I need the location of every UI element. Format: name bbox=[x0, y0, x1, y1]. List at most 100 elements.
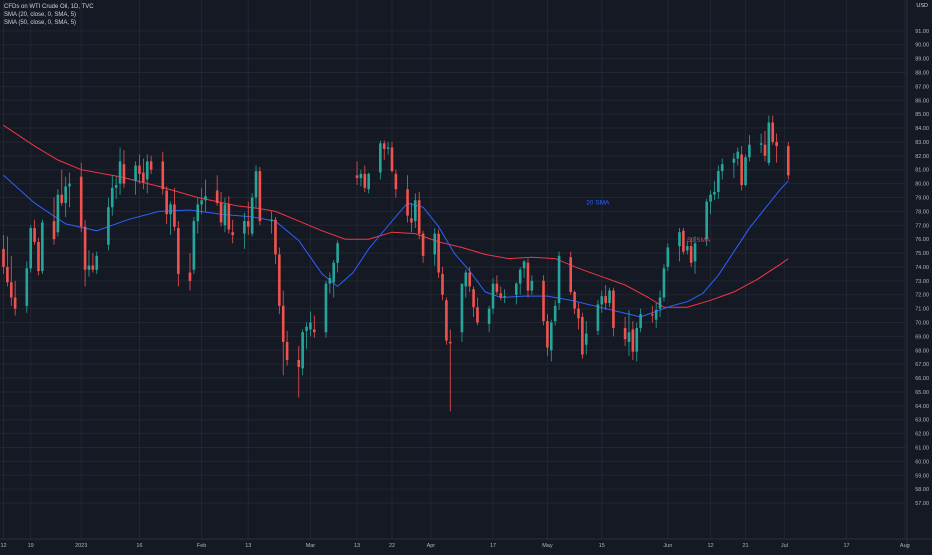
candle-body bbox=[654, 310, 658, 320]
candle-body bbox=[386, 147, 390, 149]
candle-down bbox=[9, 255, 13, 306]
candle-up bbox=[56, 189, 60, 237]
price-axis[interactable]: 91.00 90.00 89.00 88.00 87.00 86.00 85.00 84.00… bbox=[915, 29, 929, 507]
candle-up bbox=[464, 269, 468, 298]
candle-body bbox=[281, 305, 285, 342]
candle-down bbox=[83, 219, 87, 287]
candle-up bbox=[196, 197, 200, 234]
candle-body bbox=[530, 280, 534, 291]
candle-down bbox=[472, 286, 475, 317]
candle-up bbox=[145, 154, 149, 194]
candle-body bbox=[83, 226, 87, 270]
y-tick-label: 86.00 bbox=[915, 98, 929, 104]
candle-body bbox=[732, 158, 736, 163]
candle-up bbox=[134, 161, 137, 195]
candle-body bbox=[658, 297, 662, 309]
candle-up bbox=[549, 319, 553, 362]
y-tick-label: 91.00 bbox=[915, 29, 929, 35]
x-tick-label: 12 bbox=[708, 543, 714, 549]
candle-body bbox=[573, 291, 576, 309]
candle-body bbox=[693, 243, 697, 262]
candle-body bbox=[549, 322, 553, 351]
candle-up bbox=[460, 283, 464, 342]
x-tick-label: Apr bbox=[427, 543, 436, 549]
candle-body bbox=[250, 197, 254, 234]
candle-body bbox=[499, 293, 503, 298]
candle-down bbox=[682, 228, 685, 255]
legend-symbol[interactable]: CFDs on WTI Crude Oil, 1D, TVC bbox=[4, 4, 94, 10]
candle-down bbox=[763, 130, 767, 162]
candle-up bbox=[685, 240, 689, 255]
candle-body bbox=[204, 196, 207, 201]
candle-body bbox=[328, 278, 332, 284]
candle-down bbox=[227, 196, 231, 234]
time-axis[interactable]: 12 19 2023 16 Feb 13 Mar 13 22 Apr 17 May 15 Jun 12 21 J… bbox=[0, 543, 932, 549]
candle-body bbox=[246, 221, 250, 227]
candle-up bbox=[584, 321, 588, 355]
candle-body bbox=[662, 268, 666, 298]
candle-body bbox=[64, 186, 67, 204]
candle-up bbox=[204, 179, 207, 212]
candle-down bbox=[771, 115, 775, 145]
x-tick-label: 12 bbox=[0, 543, 6, 549]
candle-up bbox=[515, 282, 518, 305]
candle-down bbox=[448, 329, 452, 412]
candle-body bbox=[627, 332, 631, 342]
candle-body bbox=[301, 332, 304, 369]
candle-down bbox=[2, 235, 5, 274]
candle-down bbox=[581, 312, 584, 359]
y-tick-label: 66.00 bbox=[915, 376, 929, 382]
candle-up bbox=[68, 172, 71, 208]
y-tick-label: 64.00 bbox=[915, 404, 929, 410]
x-tick-label: 13 bbox=[245, 543, 251, 549]
candle-up bbox=[705, 198, 708, 247]
candle-body bbox=[107, 207, 110, 245]
candle-body bbox=[6, 266, 9, 283]
y-tick-label: 67.00 bbox=[915, 362, 929, 368]
legend-sma20[interactable]: SMA (20, close, 0, SMA, 5) bbox=[4, 12, 77, 18]
candle-up bbox=[359, 169, 363, 187]
candle-body bbox=[367, 173, 370, 190]
candle-up bbox=[87, 250, 91, 277]
y-tick-label: 72.00 bbox=[915, 293, 929, 299]
legend-sma50[interactable]: SMA (50, close, 0, SMA, 5) bbox=[4, 20, 77, 26]
currency-label[interactable]: USD bbox=[916, 3, 928, 9]
candle-body bbox=[122, 164, 126, 184]
candle-body bbox=[767, 122, 771, 163]
candle-down bbox=[278, 247, 281, 315]
candle-body bbox=[468, 272, 471, 287]
y-tick-label: 77.00 bbox=[915, 223, 929, 229]
candle-up bbox=[169, 201, 172, 235]
candle-up bbox=[324, 280, 328, 338]
candle-body bbox=[278, 254, 281, 306]
candle-down bbox=[188, 253, 192, 291]
candle-down bbox=[542, 275, 545, 326]
candle-down bbox=[650, 305, 654, 323]
y-tick-label: 85.00 bbox=[915, 112, 929, 118]
candle-down bbox=[142, 158, 145, 190]
candle-down bbox=[495, 275, 499, 295]
candle-up bbox=[596, 300, 600, 335]
candle-up bbox=[717, 165, 720, 199]
candle-body bbox=[56, 194, 60, 233]
candle-body bbox=[503, 296, 506, 298]
candle-up bbox=[301, 329, 304, 376]
candle-up bbox=[107, 197, 110, 251]
candle-up bbox=[744, 154, 747, 187]
y-tick-label: 58.00 bbox=[915, 487, 929, 493]
candle-down bbox=[437, 229, 440, 279]
candle-down bbox=[355, 161, 359, 185]
candle-body bbox=[110, 187, 114, 208]
candle-body bbox=[487, 308, 491, 324]
candle-body bbox=[491, 283, 495, 309]
candle-down bbox=[394, 169, 398, 198]
candle-body bbox=[666, 247, 670, 267]
candle-up bbox=[491, 278, 495, 315]
candle-down bbox=[612, 287, 615, 337]
candle-up bbox=[336, 240, 339, 273]
candle-body bbox=[736, 151, 740, 159]
candle-body bbox=[305, 326, 308, 331]
candle-body bbox=[557, 255, 561, 304]
